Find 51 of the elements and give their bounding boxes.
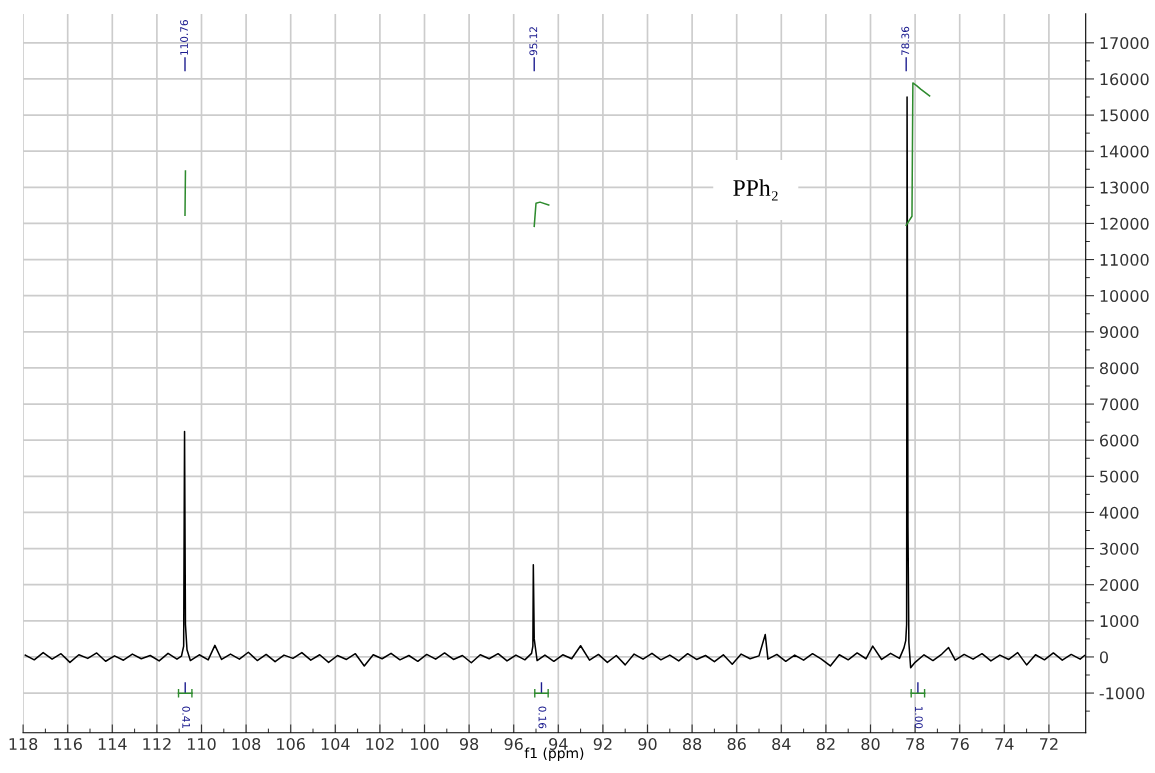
x-tick-label: 92 bbox=[593, 737, 612, 751]
x-tick-label: 102 bbox=[366, 737, 394, 751]
x-tick-label: 100 bbox=[411, 737, 439, 751]
y-tick-label: 3000 bbox=[1100, 542, 1139, 555]
x-tick-label: 76 bbox=[950, 737, 969, 751]
x-tick-label: 108 bbox=[232, 737, 261, 751]
line-series bbox=[905, 82, 931, 227]
x-tick-label: 88 bbox=[683, 737, 702, 751]
y-tick-label: 0 bbox=[1099, 651, 1108, 664]
line-series bbox=[533, 201, 550, 228]
y-tick-label: 8000 bbox=[1099, 362, 1139, 375]
y-tick-label: 15000 bbox=[1100, 109, 1149, 122]
x-tick-label: 82 bbox=[816, 737, 835, 751]
x-tick-label: 80 bbox=[861, 737, 880, 751]
x-tick-label: 106 bbox=[277, 737, 305, 751]
y-tick-label: 10000 bbox=[1100, 289, 1149, 302]
y-tick-label: 4000 bbox=[1099, 506, 1139, 519]
x-tick-label: 114 bbox=[98, 738, 127, 750]
x-tick-label: 86 bbox=[727, 737, 746, 751]
y-tick-label: 13000 bbox=[1100, 181, 1149, 194]
y-tick-label: 6000 bbox=[1100, 434, 1139, 447]
x-tick-label: 74 bbox=[995, 738, 1014, 750]
y-tick-label: 2000 bbox=[1100, 578, 1139, 591]
x-tick-label: 98 bbox=[459, 737, 479, 751]
x-tick-label: 96 bbox=[504, 737, 523, 751]
y-tick-label: 12000 bbox=[1100, 217, 1149, 230]
x-tick-label: 118 bbox=[9, 737, 38, 751]
y-tick-label: 14000 bbox=[1100, 145, 1149, 158]
y-tick-label: 9000 bbox=[1099, 326, 1139, 339]
y-tick-label: 16000 bbox=[1100, 73, 1149, 86]
x-tick-label: 78 bbox=[906, 737, 925, 751]
y-tick-label: 1000 bbox=[1100, 615, 1139, 628]
y-tick-label: 5000 bbox=[1100, 470, 1139, 483]
y-tick-label: 17000 bbox=[1100, 37, 1149, 50]
annotation: 0.41 bbox=[182, 706, 191, 728]
x-tick-label: 90 bbox=[638, 737, 657, 751]
annotation: 78.36 bbox=[901, 26, 910, 56]
x-tick-label: 110 bbox=[188, 737, 216, 751]
x-tick-label: 84 bbox=[772, 737, 791, 751]
annotation: PPh₂ bbox=[733, 179, 778, 201]
annotation: 110.76 bbox=[180, 20, 189, 55]
annotation: 95.12 bbox=[529, 27, 538, 56]
y-tick-label: -1000 bbox=[1099, 687, 1145, 700]
y-tick-label: 7000 bbox=[1100, 398, 1139, 411]
x-tick-label: 116 bbox=[54, 737, 82, 751]
annotation: 1.00 bbox=[914, 706, 923, 729]
y-tick-label: 11000 bbox=[1100, 253, 1149, 266]
annotation: 0.16 bbox=[538, 706, 547, 729]
x-tick-label: 72 bbox=[1040, 737, 1058, 750]
x-tick-label: 104 bbox=[321, 737, 350, 751]
x-tick-label: 112 bbox=[143, 737, 171, 750]
